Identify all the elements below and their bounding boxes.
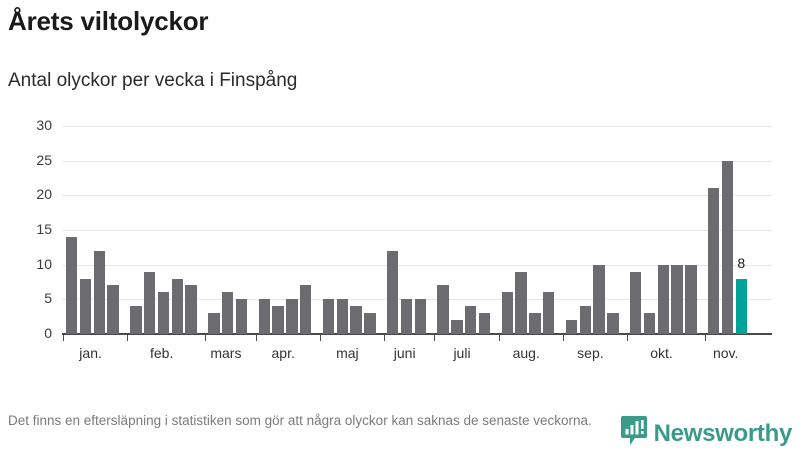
bar xyxy=(657,264,669,334)
bar xyxy=(529,313,541,334)
x-axis-tick xyxy=(127,334,129,341)
bar xyxy=(286,299,298,334)
x-axis-tick xyxy=(562,334,564,341)
bar-highlighted xyxy=(735,278,747,334)
x-axis-tick xyxy=(627,334,628,341)
x-axis-tick xyxy=(255,334,257,341)
bar xyxy=(721,160,734,334)
y-axis-tick-label: 15 xyxy=(36,221,52,237)
bar-value-label: 8 xyxy=(737,254,746,271)
bar xyxy=(643,313,656,334)
bar xyxy=(157,292,170,334)
x-axis-tick-label: apr. xyxy=(271,345,295,361)
x-axis-tick xyxy=(705,334,706,341)
y-axis-tick-label: 5 xyxy=(44,290,52,307)
x-axis-tick-label: okt. xyxy=(650,345,673,361)
bar xyxy=(222,292,234,334)
bar xyxy=(565,320,578,334)
bar xyxy=(79,278,92,334)
footnote: Det finns en eftersläpning i statistiken… xyxy=(8,413,592,428)
bar xyxy=(208,313,220,334)
bar xyxy=(451,320,463,334)
page-title: Årets viltolyckor xyxy=(8,6,209,36)
x-axis-tick xyxy=(319,334,321,341)
bar xyxy=(478,313,491,334)
bar xyxy=(300,285,312,334)
bar xyxy=(171,278,183,334)
bar xyxy=(364,313,376,334)
x-axis-tick xyxy=(498,334,500,341)
bar xyxy=(93,250,105,334)
x-axis-tick-label: juni xyxy=(393,345,416,361)
gridline xyxy=(62,264,772,266)
bar xyxy=(322,299,335,334)
bar xyxy=(671,264,683,334)
bar xyxy=(708,188,720,334)
x-axis-tick xyxy=(63,334,64,341)
x-axis-tick-label: maj xyxy=(336,345,359,361)
bar xyxy=(501,292,513,334)
x-axis-tick-label: nov. xyxy=(712,345,739,361)
x-axis-tick xyxy=(434,334,436,341)
x-axis-tick-label: juli xyxy=(453,345,471,361)
y-axis-tick-label: 30 xyxy=(36,117,52,133)
x-axis-tick-label: aug. xyxy=(512,345,540,361)
gridline xyxy=(62,160,772,162)
gridline xyxy=(62,126,772,127)
x-axis-tick-label: jan. xyxy=(79,345,102,361)
bar xyxy=(130,306,142,334)
x-axis-tick-label: mars xyxy=(210,345,242,361)
x-axis-tick xyxy=(205,334,207,341)
bar xyxy=(437,285,449,334)
bar-chart: 0 5 10 15 20 25 30 jan. feb. mars apr. maj juni juli… xyxy=(36,117,772,361)
bar xyxy=(414,299,426,334)
chart-footer: Det finns en eftersläpning i statistiken… xyxy=(0,406,800,450)
axis-baseline xyxy=(62,333,772,335)
bar xyxy=(387,250,399,334)
bar xyxy=(543,292,555,334)
bar xyxy=(66,236,78,334)
bar xyxy=(144,271,156,334)
bar xyxy=(272,306,284,334)
y-axis-tick-label: 25 xyxy=(36,151,52,168)
newsworthy-logo: Newsworthy xyxy=(620,416,793,451)
bar xyxy=(107,285,119,334)
y-axis-tick-label: 10 xyxy=(36,255,52,272)
logo-wordmark: Newsworthy xyxy=(653,419,793,447)
bar xyxy=(235,299,248,334)
gridline xyxy=(62,230,772,231)
bar xyxy=(350,306,362,334)
bar-chart-bubble-icon xyxy=(620,416,647,451)
bar xyxy=(630,271,642,334)
bar xyxy=(593,264,605,334)
bar xyxy=(685,264,697,334)
gridline xyxy=(62,195,772,197)
bar xyxy=(607,313,619,334)
x-axis-tick-label: sep. xyxy=(577,345,604,361)
y-axis-tick-label: 0 xyxy=(44,325,52,341)
bar-series xyxy=(62,120,762,334)
bar xyxy=(515,271,527,334)
bar xyxy=(185,285,197,334)
y-axis-tick-label: 20 xyxy=(36,186,52,203)
chart-subtitle: Antal olyckor per vecka i Finspång xyxy=(8,70,298,91)
x-axis-tick xyxy=(384,334,385,341)
x-axis-tick-label: feb. xyxy=(150,345,174,361)
bar xyxy=(336,299,348,334)
bar xyxy=(465,306,477,334)
bar xyxy=(579,306,591,334)
bar xyxy=(258,299,270,334)
bar xyxy=(400,299,413,334)
